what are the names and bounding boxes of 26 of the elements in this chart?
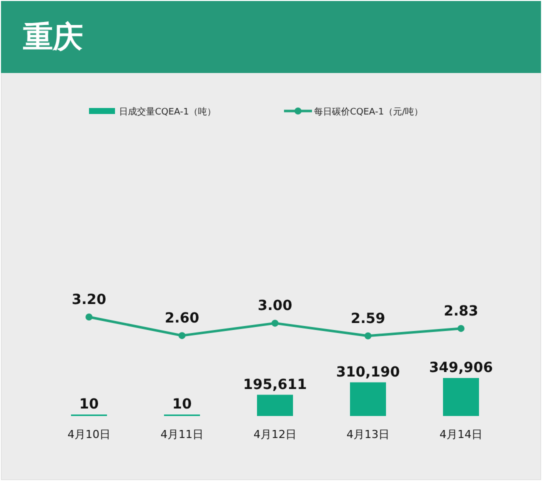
x-tick-label: 4月14日	[440, 428, 482, 441]
point	[364, 332, 372, 340]
data-label: 2.60	[164, 310, 200, 327]
x-tick-label: 4月10日	[68, 428, 110, 441]
text: 重庆	[23, 20, 83, 55]
data-label: 2.59	[350, 310, 386, 327]
data-label: 3.00	[258, 298, 293, 314]
data-label: 349,906	[429, 360, 493, 376]
data-label: 195,611	[243, 376, 307, 393]
point	[178, 332, 186, 340]
point	[458, 324, 464, 332]
data-label: 3.20	[72, 292, 107, 308]
point	[86, 314, 92, 320]
bar	[350, 382, 386, 416]
data-label: 2.83	[444, 303, 478, 320]
legend-label: 日成交量CQEA-1（吨）	[119, 106, 216, 118]
x-tick-label: 4月13日	[346, 428, 390, 441]
x-tick-label: 4月11日	[160, 428, 204, 441]
point	[272, 320, 278, 327]
bar	[443, 378, 479, 416]
x-tick-label: 4月12日	[254, 428, 296, 441]
data-label: 310,190	[336, 364, 400, 380]
data-label: 10	[79, 396, 99, 412]
bar	[257, 394, 293, 416]
data-label: 10	[172, 396, 192, 412]
legend-label: 每日碳价CQEA-1（元/吨）	[314, 106, 424, 118]
